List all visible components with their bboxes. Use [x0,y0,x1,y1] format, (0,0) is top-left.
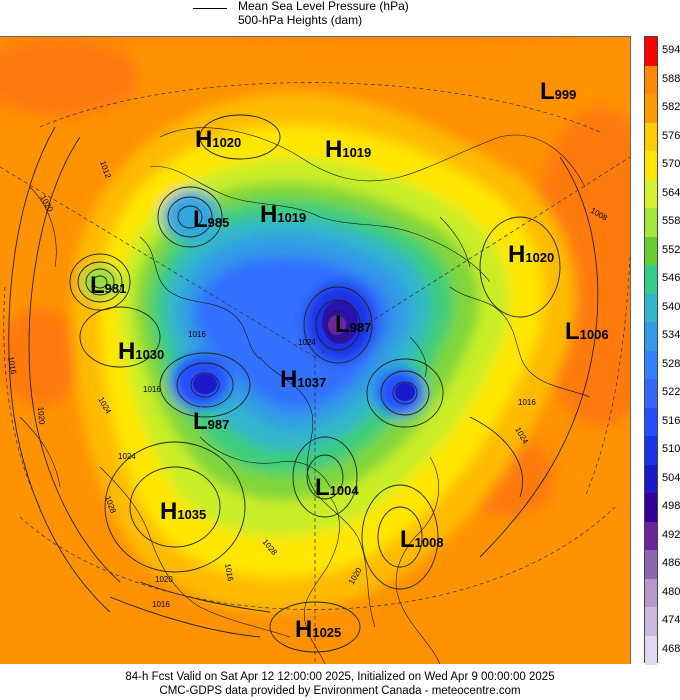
colorbar-level-label: 486 [662,557,680,570]
map-footer: 84-h Fcst Valid on Sat Apr 12 12:00:00 2… [0,670,680,698]
isobar-label: 1016 [188,330,206,339]
colorbar-swatch-558 [645,208,657,237]
legend-heights-label: 500-hPa Heights (dam) [238,13,363,27]
colorbar-level-label: 528 [662,357,680,370]
colorbar-swatch-540 [645,293,657,323]
system-l-1004: L1004 [315,474,359,501]
isobar-label: 1024 [118,452,136,461]
system-h-1019-north: H1019 [325,136,371,163]
coastlines [19,127,591,664]
system-l-1008: L1008 [400,526,444,553]
system-h-1020-east: H1020 [508,241,554,268]
isobar-label: 1016 [223,563,235,583]
colorbar-swatch-510 [645,436,657,465]
colorbar-swatch-498 [645,493,657,522]
system-h-1030: H1030 [118,338,164,365]
colorbar-level-label: 480 [662,585,680,598]
colorbar-level-label: 498 [662,500,680,513]
isobar-label: 1016 [518,398,536,407]
colorbar-swatch-486 [645,550,657,579]
system-l-987-west: L987 [193,408,229,435]
colorbar-swatch-546 [645,265,657,294]
colorbar-swatch-570 [645,151,657,180]
colorbar-level-label: 468 [662,642,680,655]
colorbar-level-label: 570 [662,158,680,171]
colorbar-swatch-516 [645,407,657,437]
colorbar-level-label: 594 [662,44,680,57]
colorbar-level-label: 474 [662,614,680,627]
colorbar-level-label: 504 [662,471,680,484]
lat-lon-grid [0,82,630,664]
isobar-label: 1020 [36,406,47,425]
colorbar-swatch-522 [645,379,657,408]
colorbar-swatch-534 [645,322,657,351]
colorbar-level-label: 534 [662,329,680,342]
colorbar-swatch-468 [645,635,657,665]
colorbar-level-label: 516 [662,414,680,427]
system-l-987-pole: L987 [335,311,371,338]
colorbar-swatch-588 [645,65,657,95]
height-field-shading [0,37,630,664]
data-credit-text: CMC-GDPS data provided by Environment Ca… [159,685,521,697]
isobar-label: 1020 [155,575,173,584]
colorbar-swatch-582 [645,94,657,123]
legend-pressure-label: Mean Sea Level Pressure (hPa) [238,0,409,13]
height-colorbar [644,36,658,665]
colorbar-swatch-504 [645,464,657,494]
system-h-1037: H1037 [280,366,326,393]
colorbar-swatch-564 [645,179,657,209]
colorbar-swatch-480 [645,578,657,608]
colorbar-level-label: 510 [662,443,680,456]
colorbar-swatch-552 [645,236,657,266]
system-h-1019: H1019 [260,201,306,228]
isobar-label: 1016 [152,600,170,609]
colorbar-level-label: 552 [662,243,680,256]
colorbar-level-label: 492 [662,528,680,541]
map-legend: Mean Sea Level Pressure (hPa) 500-hPa He… [0,0,680,36]
colorbar-level-label: 540 [662,300,680,313]
colorbar-swatch-594 [645,37,657,66]
isobar-label: 1016 [143,385,161,394]
colorbar-level-label: 582 [662,101,680,114]
isobar-label: 1024 [298,338,316,347]
colorbar-swatch-474 [645,607,657,636]
colorbar-level-label: 576 [662,129,680,142]
forecast-valid-text: 84-h Fcst Valid on Sat Apr 12 12:00:00 2… [125,671,555,683]
system-l-985: L985 [193,206,229,233]
colorbar-level-label: 558 [662,215,680,228]
isobar-label: 1016 [6,356,18,376]
system-l-999: L999 [540,78,576,105]
low-center-cores [193,300,415,401]
system-l-981: L981 [90,272,126,299]
legend-line-swatch [193,8,227,9]
pressure-systems: H1020 H1019 L999 L985 H1019 H1020 L981 L… [90,78,609,643]
colorbar-swatch-576 [645,122,657,152]
system-l-1006: L1006 [565,318,609,345]
colorbar-level-label: 546 [662,272,680,285]
colorbar-swatch-528 [645,350,657,380]
system-h-1020: H1020 [195,126,241,153]
colorbar-level-label: 588 [662,72,680,85]
system-h-1035: H1035 [160,498,206,525]
colorbar-level-label: 564 [662,186,680,199]
system-h-1025: H1025 [295,616,341,643]
weather-map: H1020 H1019 L999 L985 H1019 H1020 L981 L… [0,36,631,664]
colorbar-swatch-492 [645,521,657,551]
colorbar-level-label: 522 [662,386,680,399]
